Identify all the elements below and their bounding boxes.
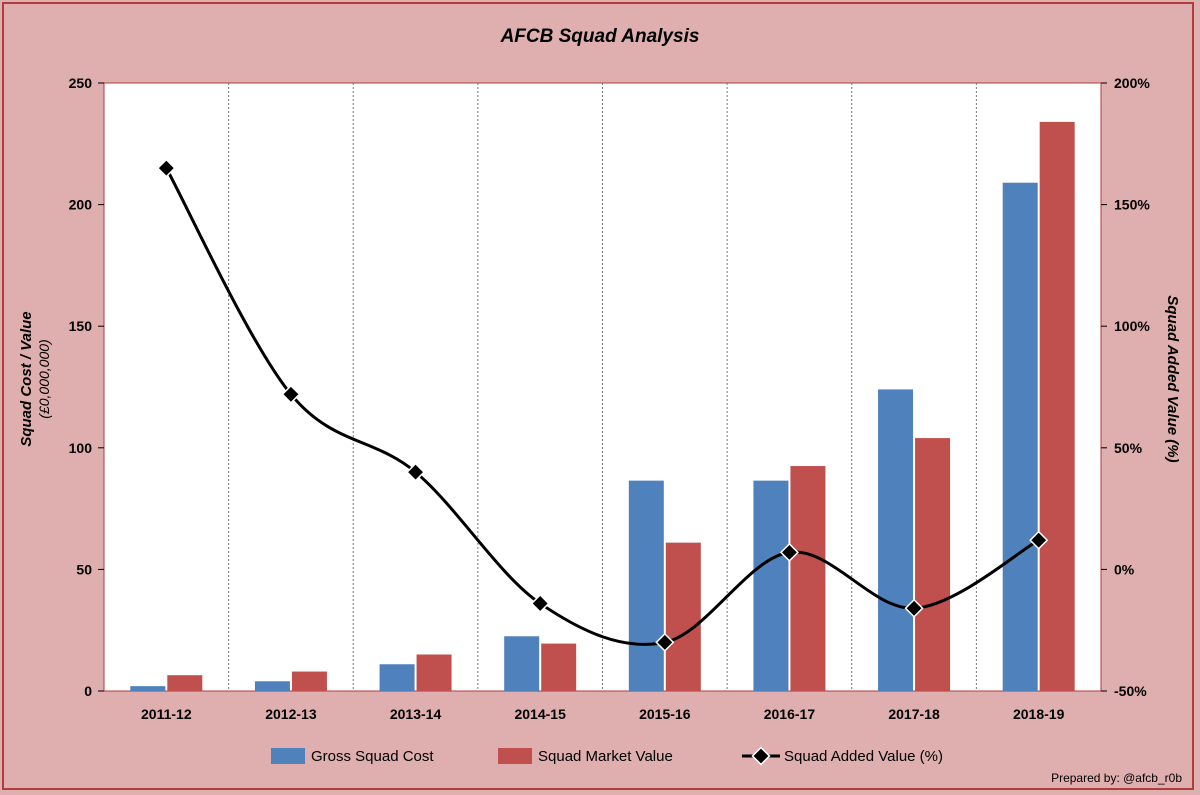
x-tick-label: 2013-14 [390,706,442,722]
y2-tick-label: 0% [1114,561,1135,577]
market-value-bar-2014-15 [541,643,577,691]
market-value-bar-2011-12 [167,675,203,691]
market-value-bar-2018-19 [1039,121,1075,692]
legend-label: Squad Market Value [538,748,673,765]
y-axis-sublabel: (£0,000,000) [36,339,52,418]
x-tick-label: 2014-15 [514,706,566,722]
x-tick-label: 2018-19 [1013,706,1065,722]
legend-swatch-gross-cost [271,748,305,764]
market-value-bar-2017-18 [915,438,951,691]
x-tick-label: 2017-18 [888,706,940,722]
added-value-point-2012-13 [281,384,301,404]
chart-title: AFCB Squad Analysis [500,26,700,47]
gross-cost-bar-2018-19 [1002,182,1038,691]
gross-cost-bar-2013-14 [379,664,415,691]
legend-label: Gross Squad Cost [311,748,434,765]
gross-cost-bar-2017-18 [878,389,914,691]
gross-cost-bar-2011-12 [130,686,166,691]
added-value-point-2014-15 [530,593,550,613]
added-value-point-2015-16 [655,632,675,652]
legend-marker-added-value [751,746,771,766]
left-axis-title: Squad Cost / Value (£0,000,000) [18,311,52,446]
y-axis-label: Squad Cost / Value [18,311,35,446]
y-tick-label: 0 [84,683,92,699]
market-value-bar-2016-17 [790,466,826,691]
y2-axis-label: Squad Added Value (%) [1164,295,1181,462]
chart: AFCB Squad Analysis 050100150200250-50%0… [18,26,1182,785]
gross-cost-bar-2015-16 [628,480,664,691]
x-tick-label: 2015-16 [639,706,691,722]
y2-tick-label: 50% [1114,440,1143,456]
y-tick-label: 150 [69,318,93,334]
credit-text: Prepared by: @afcb_r0b [1051,771,1182,785]
added-value-point-2011-12 [156,158,176,178]
y2-tick-label: -50% [1114,683,1147,699]
axes: 0 50 100 150 200 250 -50% 0% 50% 100% 150% 200% 2011… [69,75,1151,722]
bars [130,121,1075,692]
y-tick-label: 100 [69,440,93,456]
market-value-bar-2013-14 [416,654,452,691]
x-tick-label: 2016-17 [764,706,816,722]
x-tick-label: 2011-12 [141,706,192,722]
x-tick-label: 2012-13 [265,706,317,722]
added-value-point-2017-18 [904,598,924,618]
gross-cost-bar-2014-15 [504,636,540,691]
grid-lines [228,83,977,691]
y-tick-label: 200 [69,197,93,213]
gross-cost-bar-2016-17 [753,480,789,691]
legend: Gross Squad Cost Squad Market Value Squad … [271,746,943,766]
y2-tick-label: 100% [1114,318,1150,334]
y-tick-label: 250 [69,75,93,91]
added-value-line [156,158,1049,652]
y-tick-label: 50 [76,561,92,577]
added-value-point-2018-19 [1029,530,1049,550]
right-axis-title: Squad Added Value (%) [1164,295,1181,462]
market-value-bar-2015-16 [665,542,701,691]
added-value-point-2016-17 [779,542,799,562]
legend-label: Squad Added Value (%) [784,748,943,765]
y2-tick-label: 150% [1114,197,1150,213]
y2-tick-label: 200% [1114,75,1150,91]
market-value-bar-2012-13 [291,671,327,691]
gross-cost-bar-2012-13 [254,681,290,691]
added-value-point-2013-14 [406,462,426,482]
legend-swatch-market-value [498,748,532,764]
